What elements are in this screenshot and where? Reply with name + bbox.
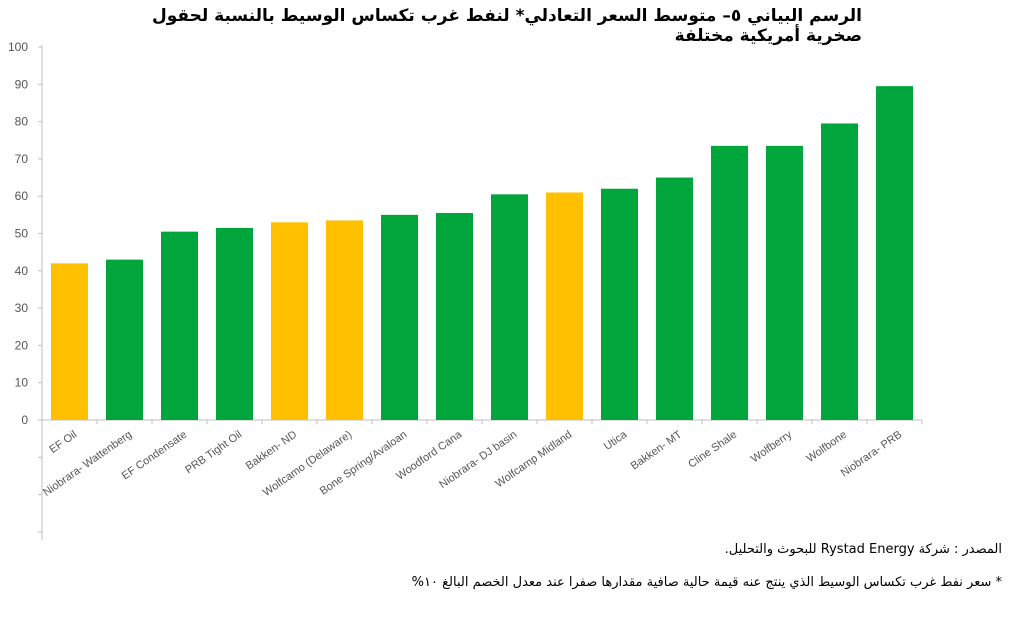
y-tick-label: 90 — [15, 77, 29, 91]
y-tick-label: 0 — [21, 413, 28, 427]
footnote: * سعر نفط غرب تكساس الوسيط الذي ينتج عنه… — [411, 575, 1002, 590]
chart-title: الرسم البياني ٥– متوسط السعر التعادلي* ل… — [151, 6, 862, 46]
y-tick-label: 10 — [15, 376, 29, 390]
x-tick-label: EF Oil — [47, 429, 79, 456]
bar — [51, 263, 88, 420]
x-tick-label: Wolfbone — [804, 429, 849, 465]
x-tick-label: Bakken- ND — [244, 429, 300, 473]
x-tick-label: Niobrara- PRB — [839, 429, 904, 480]
y-tick-label: 70 — [15, 152, 29, 166]
x-tick-label: Wolfcamo (Delaware) — [261, 429, 354, 499]
bar — [601, 188, 638, 420]
y-tick-label: 40 — [15, 264, 29, 278]
x-tick-label: Niobrara- Wattenberg — [41, 429, 134, 499]
bar — [821, 123, 858, 420]
bar — [106, 259, 143, 420]
y-tick-label: 100 — [8, 40, 28, 54]
bar — [766, 145, 803, 420]
bar — [216, 227, 253, 420]
y-tick-label: 50 — [15, 227, 29, 241]
y-tick-label: 20 — [15, 338, 29, 352]
bar — [656, 177, 693, 420]
y-tick-label: 60 — [15, 189, 29, 203]
source-note: المصدر : شركة Rystad Energy للبحوث والتح… — [724, 542, 1002, 557]
bar — [161, 231, 198, 420]
x-tick-label: Utica — [602, 428, 630, 453]
bar — [546, 192, 583, 420]
bar — [711, 145, 748, 420]
bar — [491, 194, 528, 420]
y-tick-label: 80 — [15, 115, 29, 129]
y-tick-label: 30 — [15, 301, 29, 315]
x-tick-label: Cline Shale — [686, 429, 739, 471]
bar — [876, 86, 913, 420]
bar — [381, 214, 418, 420]
bars-group — [51, 86, 913, 420]
x-tick-label: Bakken- MT — [629, 428, 685, 472]
bar — [436, 212, 473, 420]
bar — [326, 220, 363, 420]
bar — [271, 222, 308, 420]
x-tick-label: PRB Tight Oil — [183, 429, 244, 477]
x-tick-label: Wolfberry — [749, 428, 795, 465]
